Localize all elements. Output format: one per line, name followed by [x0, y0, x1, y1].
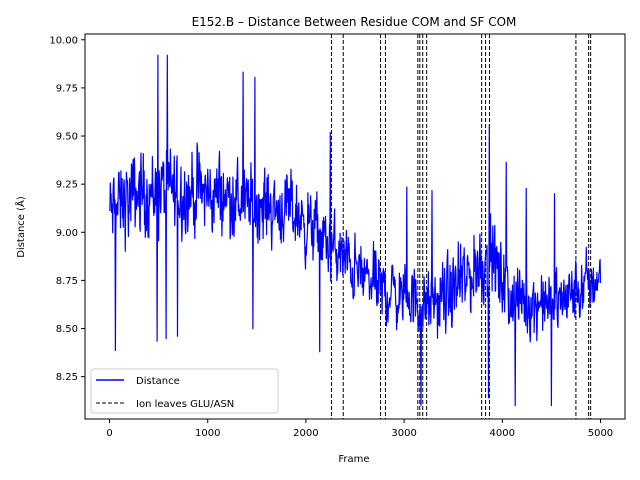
y-axis: 8.25 8.50 8.75 9.00 9.25 9.50 9.75 10.00: [49, 35, 85, 383]
chart-title: E152.B – Distance Between Residue COM an…: [192, 15, 517, 29]
x-tick-label: 4000: [490, 428, 515, 439]
y-tick-label: 8.50: [56, 324, 78, 335]
y-axis-label: Distance (Å): [14, 196, 27, 258]
x-tick-label: 0: [106, 428, 112, 439]
distance-line: [108, 54, 602, 407]
x-tick-label: 5000: [588, 428, 613, 439]
y-tick-label: 9.00: [56, 228, 78, 239]
x-tick-label: 1000: [195, 428, 220, 439]
y-tick-label: 8.75: [56, 276, 78, 287]
x-tick-label: 2000: [293, 428, 318, 439]
y-tick-label: 9.75: [56, 83, 78, 94]
legend-label-distance: Distance: [136, 376, 180, 387]
y-tick-label: 8.25: [56, 372, 78, 383]
legend: Distance Ion leaves GLU/ASN: [90, 368, 279, 414]
distance-series: [108, 54, 602, 407]
y-tick-label: 9.50: [56, 132, 78, 143]
legend-box: [90, 368, 279, 414]
x-axis: 0 1000 2000 3000 4000 5000: [106, 419, 613, 439]
legend-label-ion-leaves: Ion leaves GLU/ASN: [136, 399, 234, 410]
x-axis-label: Frame: [338, 454, 369, 465]
y-tick-label: 9.25: [56, 180, 78, 191]
plot-frame: [84, 33, 626, 420]
x-tick-label: 3000: [391, 428, 416, 439]
y-tick-label: 10.00: [49, 35, 78, 46]
